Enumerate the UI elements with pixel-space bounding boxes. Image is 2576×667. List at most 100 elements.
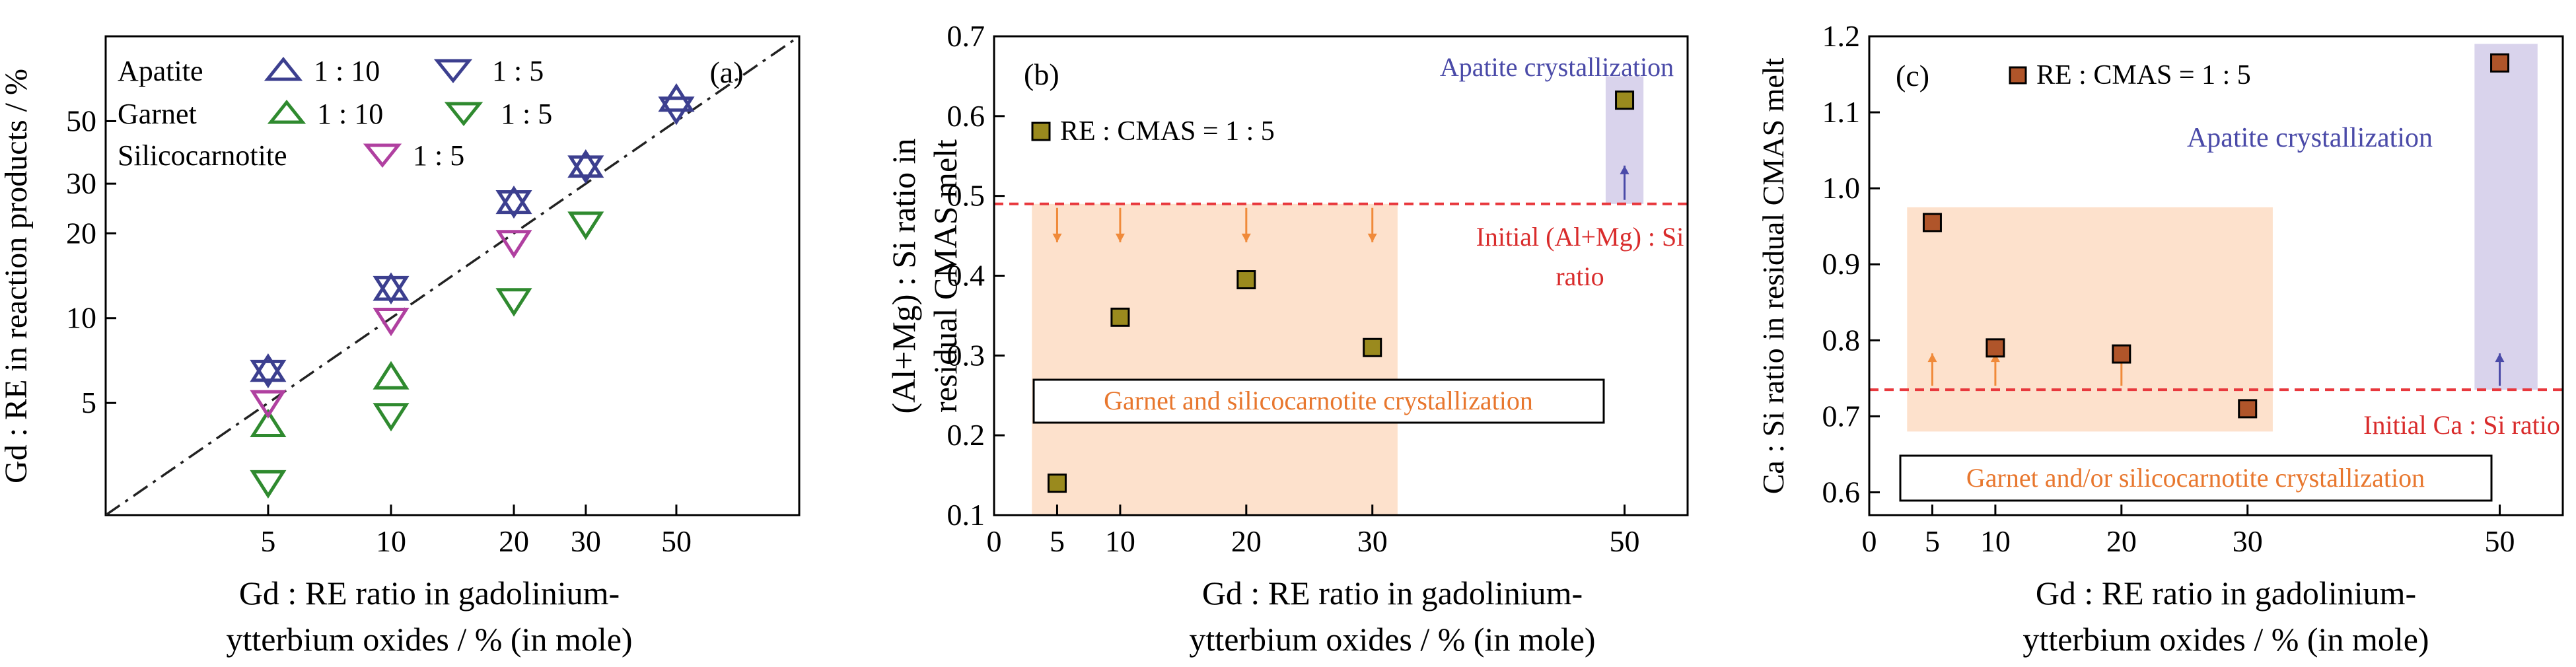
panel-b-xtick-label: 5: [1050, 524, 1065, 558]
panel-a-data-point: [495, 185, 532, 215]
panel-a-ylabel: Gd : RE in reaction products / %: [0, 69, 34, 483]
legend-garnet-1-5-marker: [444, 102, 483, 127]
panel-c-legend-marker: [2009, 66, 2027, 85]
panel-c-xlabel-line2: ytterbium oxides / % (in mole): [2022, 621, 2429, 658]
panel-a-data-point: [567, 211, 604, 240]
panel-b-ylabel-line2: residual CMAS melt: [927, 139, 964, 413]
panel-b-xtick-label: 50: [1610, 524, 1640, 558]
panel-c-data-point: [2490, 53, 2510, 73]
panel-c-ytick-label: 0.7: [1822, 399, 1861, 433]
panel-c-xtick-label: 0: [1862, 524, 1877, 558]
panel-a-data-point: [373, 361, 410, 390]
panel-b-ytick-label: 0.3: [947, 338, 985, 372]
panel-a-data-point: [250, 408, 287, 437]
panel-b-xlabel-line1: Gd : RE ratio in gadolinium-: [1202, 575, 1583, 612]
legend-apatite-1-10-text: 1 : 10: [314, 55, 380, 87]
panel-c-ylabel: Ca : Si ratio in residual CMAS melt: [1756, 57, 1790, 494]
panel-b-data-point: [1363, 337, 1382, 357]
panel-b-arrow-down-head: [1052, 233, 1062, 242]
panel-a-xlabel-line1: Gd : RE ratio in gadolinium-: [239, 575, 620, 612]
panel-b-ytick-label: 0.2: [947, 418, 985, 452]
panel-a-ytick-label: 10: [66, 301, 96, 335]
panel-c-ytick-label: 0.6: [1822, 475, 1861, 509]
panel-b-reference-label-line1: Initial (Al+Mg) : Si: [1476, 222, 1684, 252]
panel-c-garnet-label-box: [1899, 454, 2493, 502]
panel-a-data-point: [567, 149, 604, 178]
panel-b-ylabel-line1: (Al+Mg) : Si ratio in: [885, 138, 922, 413]
panel-c-arrow-up-head: [1990, 353, 2000, 363]
panel-c-data-point: [2238, 399, 2258, 419]
panel-c-region-apatite: [2474, 44, 2538, 390]
panel-a: 5 10 20 30 50 5 10 20 30 50 (a) Apatite 1 : 10 1 …: [0, 35, 801, 658]
panel-b-ytick-label: 0.7: [947, 19, 985, 53]
panel-a-points: [250, 83, 695, 499]
panel-a-ytick-label: 20: [66, 216, 96, 250]
panel-b-legend-marker: [1031, 122, 1051, 141]
panel-a-xtick-label: 10: [376, 524, 406, 558]
panel-c-region-garnet: [1907, 207, 2273, 432]
panel-c-data-point: [1986, 338, 2005, 358]
panel-c-ytick-label: 1.1: [1822, 95, 1861, 129]
panel-c-arrow-up-apatite-head: [2495, 353, 2505, 363]
legend-garnet-label: Garnet: [118, 98, 197, 130]
panel-a-reference-line: [106, 36, 799, 515]
panel-b-xtick-label: 20: [1231, 524, 1262, 558]
panel-a-data-point: [495, 190, 532, 219]
panel-c-xtick-label: 10: [1980, 524, 2011, 558]
panel-a-data-point: [250, 390, 287, 419]
panel-b-arrow-down-head: [1241, 233, 1251, 242]
panel-b-xtick-label: 0: [987, 524, 1002, 558]
legend-silicocarnotite-label: Silicocarnotite: [118, 139, 287, 172]
panel-c-arrow-up-head: [1927, 353, 1937, 363]
panel-a-frame: [104, 35, 801, 516]
panel-a-data-point: [373, 275, 410, 305]
panel-b-ytick-label: 0.1: [947, 498, 985, 532]
legend-apatite-1-5-text: 1 : 5: [492, 55, 544, 87]
panel-b-apatite-label: Apatite crystallization: [1440, 52, 1674, 82]
panel-a-ytick-label: 30: [66, 166, 96, 200]
panel-a-data-point: [658, 96, 695, 125]
panel-a-label: (a): [709, 55, 743, 89]
panel-b-ytick-label: 0.6: [947, 99, 985, 133]
legend-apatite-1-5-marker: [433, 59, 473, 84]
legend-garnet-1-5-text: 1 : 5: [501, 98, 552, 130]
panel-b-ytick-label: 0.4: [947, 259, 985, 293]
panel-b-label: (b): [1024, 57, 1059, 91]
panel-b-data-point: [1236, 270, 1256, 290]
panel-b-xtick-label: 30: [1357, 524, 1388, 558]
panel-b-arrow-up-head: [1620, 165, 1629, 174]
panel-c-reference-label: Initial Ca : Si ratio: [2363, 410, 2560, 440]
panel-c-points: [1922, 53, 2510, 419]
panel-b-arrow-down-head: [1367, 233, 1377, 242]
panel-b-reference-label-line2: ratio: [1556, 262, 1604, 291]
panel-b-garnet-label: Garnet and silicocarnotite crystallizati…: [1104, 386, 1533, 415]
panel-c-ytick-label: 1.2: [1822, 19, 1861, 53]
panel-b-data-point: [1615, 90, 1635, 110]
panel-a-data-point: [250, 470, 287, 499]
panel-a-data-point: [373, 403, 410, 432]
panel-a-xtick-label: 5: [260, 524, 275, 558]
legend-silicocarnotite-1-5-marker: [363, 143, 402, 168]
legend-garnet-1-10-marker: [267, 99, 306, 124]
panel-c-frame: [1868, 35, 2564, 516]
panel-c-xlabel-line1: Gd : RE ratio in gadolinium-: [2036, 575, 2416, 612]
panel-c-label: (c): [1896, 59, 1929, 92]
panel-a-xtick-label: 50: [661, 524, 692, 558]
panel-b-arrows: [1052, 165, 1629, 242]
panel-b-ytick-label: 0.5: [947, 179, 985, 213]
panel-c-apatite-label: Apatite crystallization: [2187, 123, 2433, 153]
panel-c-xtick-label: 30: [2233, 524, 2263, 558]
panel-b-xlabel-line2: ytterbium oxides / % (in mole): [1189, 621, 1595, 658]
legend-silicocarnotite-1-5-text: 1 : 5: [413, 139, 464, 172]
panel-c-legend-text: RE : CMAS = 1 : 5: [2036, 60, 2251, 90]
panel-a-ticks: 5 10 20 30 50 5 10 20 30 50: [66, 104, 692, 558]
panel-a-legend: Apatite 1 : 10 1 : 5 Garnet 1 : 10 1 : 5…: [118, 55, 552, 172]
panel-c-ytick-label: 1.0: [1822, 171, 1861, 205]
panel-b-ticks: 0 5 10 20 30 50 0.1 0.2 0.3 0.4 0.5 0.6 0.7: [947, 19, 1640, 558]
panel-c-xtick-label: 5: [1925, 524, 1940, 558]
panel-a-xtick-label: 20: [499, 524, 529, 558]
panel-b: 0 5 10 20 30 50 0.1 0.2 0.3 0.4 0.5 0.6 0.7 (b) RE :…: [885, 19, 1689, 658]
legend-garnet-1-10-text: 1 : 10: [317, 98, 383, 130]
panel-a-data-point: [250, 359, 287, 389]
